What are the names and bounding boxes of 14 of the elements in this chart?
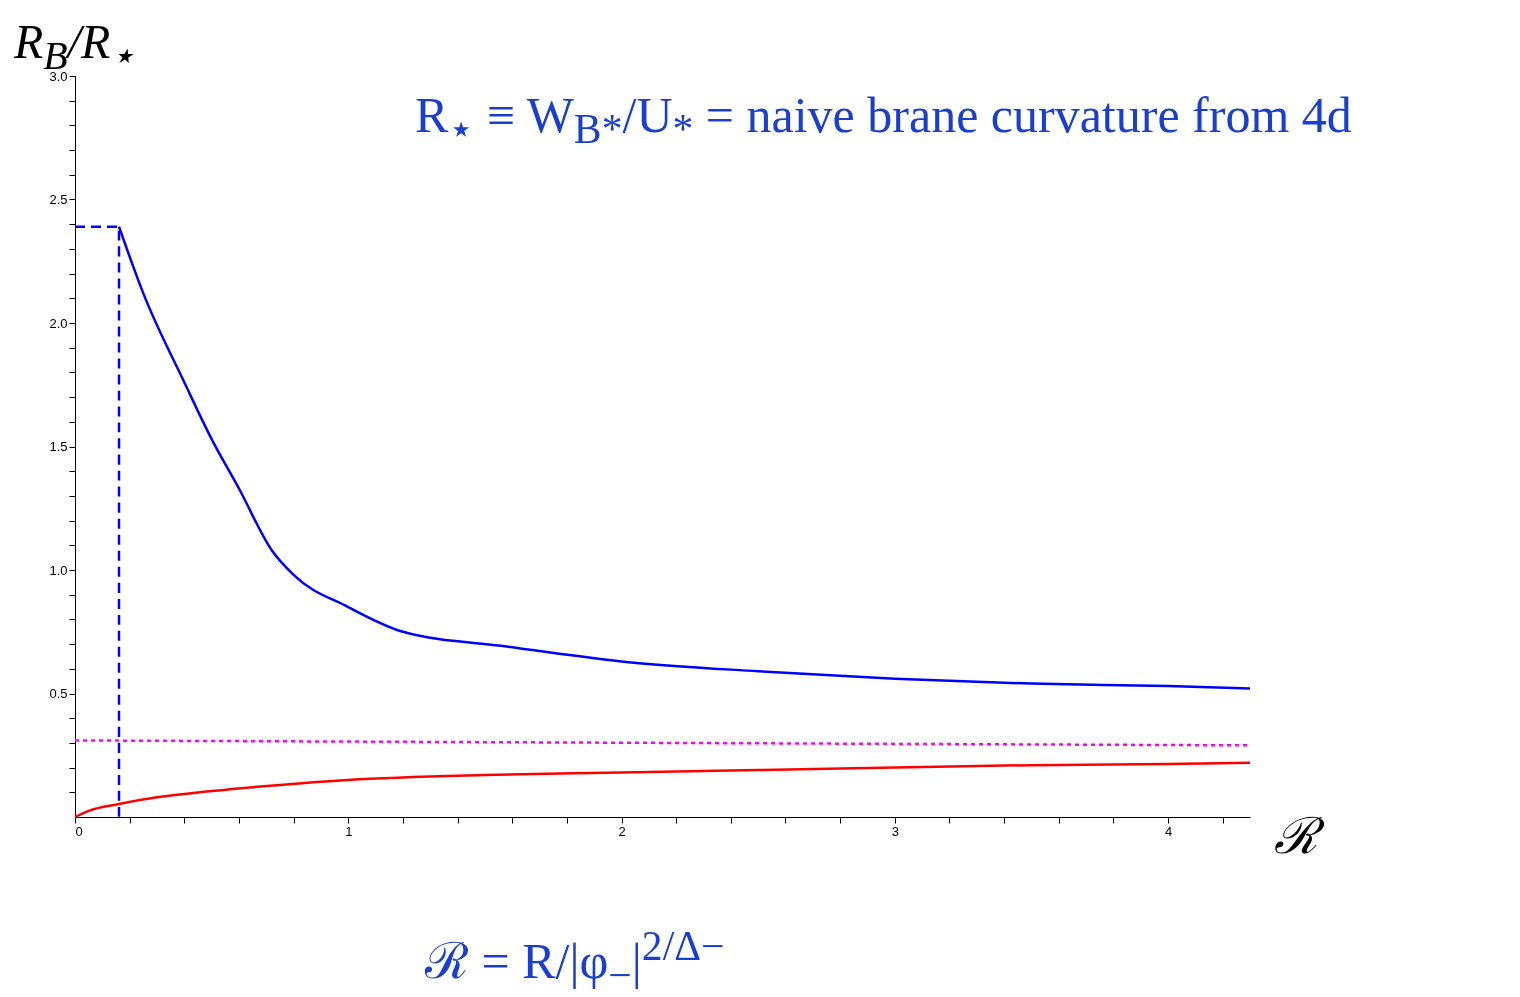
- x-tick-label: 3: [891, 823, 899, 839]
- y-tick-label: 0.5: [49, 686, 68, 701]
- y-tick-label: 1.0: [49, 562, 68, 578]
- y-tick-label: 3.0: [49, 68, 68, 84]
- x-tick-label: 4: [1164, 823, 1173, 839]
- x-tick-label: 1: [345, 823, 353, 839]
- text: ℛ = R/|φ$_{−}$|$^{2/Δ−}$: [425, 922, 725, 997]
- y-tick-label: 2.5: [49, 192, 68, 207]
- y-tick-label: 2.0: [49, 315, 68, 331]
- x-axis-title: ℛ: [1273, 807, 1325, 864]
- x-tick-label: 0: [75, 823, 83, 839]
- y-tick-label: 1.5: [49, 439, 68, 454]
- x-tick-label: 2: [618, 823, 626, 839]
- annotation: R$_{⋆}$ ≡ W$_{B*}$/U$_{*}$ = naive brane curvature from 4d: [415, 86, 1352, 153]
